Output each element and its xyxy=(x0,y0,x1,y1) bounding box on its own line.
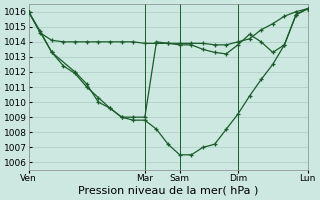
X-axis label: Pression niveau de la mer( hPa ): Pression niveau de la mer( hPa ) xyxy=(78,186,258,196)
